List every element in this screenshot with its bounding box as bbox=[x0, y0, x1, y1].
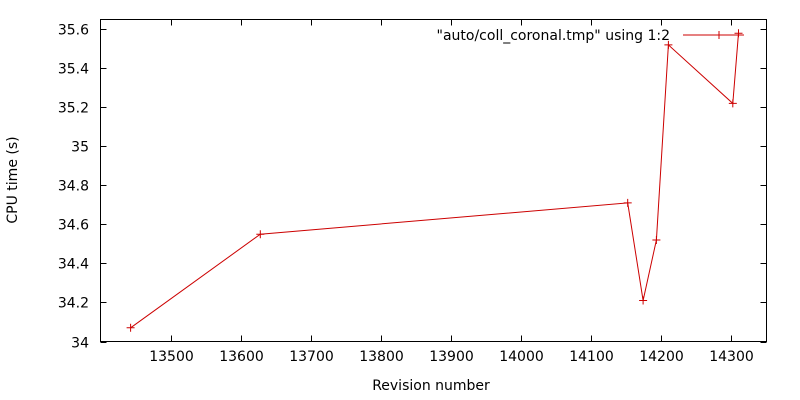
data-point-marker bbox=[652, 236, 661, 244]
x-tick-label: 13800 bbox=[359, 349, 404, 365]
y-tick-label: 34.2 bbox=[58, 296, 89, 312]
x-tick-label: 14100 bbox=[569, 349, 614, 365]
y-axis-title: CPU time (s) bbox=[5, 136, 21, 223]
axis-ticks bbox=[100, 19, 767, 343]
data-point-marker bbox=[639, 296, 648, 305]
y-tick-label: 34.6 bbox=[58, 218, 89, 234]
x-tick-label: 14000 bbox=[499, 349, 544, 365]
axis-tick-labels: 13500 13600 13700 13800 13900 14000 14100 14200… bbox=[58, 23, 754, 366]
x-tick-label: 13600 bbox=[219, 349, 264, 365]
x-tick-label: 13700 bbox=[289, 349, 334, 365]
y-tick-label: 35 bbox=[71, 140, 89, 156]
legend: "auto/coll_coronal.tmp" using 1:2 bbox=[437, 28, 744, 44]
series-line bbox=[130, 33, 739, 329]
x-axis-title: Revision number bbox=[372, 378, 490, 394]
data-point-marker bbox=[728, 99, 737, 108]
legend-series-label: "auto/coll_coronal.tmp" using 1:2 bbox=[437, 28, 670, 44]
y-tick-label: 34.8 bbox=[58, 179, 89, 195]
x-tick-label: 14300 bbox=[709, 349, 754, 365]
y-tick-label: 34 bbox=[71, 336, 89, 352]
x-tick-label: 13500 bbox=[149, 349, 194, 365]
data-point-marker bbox=[734, 29, 743, 38]
x-tick-label: 13900 bbox=[429, 349, 474, 365]
data-point-marker bbox=[623, 198, 632, 207]
plot-frame bbox=[100, 19, 767, 342]
legend-series-marker bbox=[715, 31, 723, 39]
y-tick-label: 35.4 bbox=[58, 62, 89, 78]
y-tick-label: 34.4 bbox=[58, 257, 89, 273]
x-tick-label: 14200 bbox=[639, 349, 684, 365]
series-layer bbox=[126, 29, 743, 332]
data-point-marker bbox=[256, 230, 265, 239]
y-tick-label: 35.2 bbox=[58, 101, 89, 117]
data-point-marker bbox=[664, 40, 673, 49]
y-tick-label: 35.6 bbox=[58, 23, 89, 39]
data-point-marker bbox=[126, 323, 135, 332]
